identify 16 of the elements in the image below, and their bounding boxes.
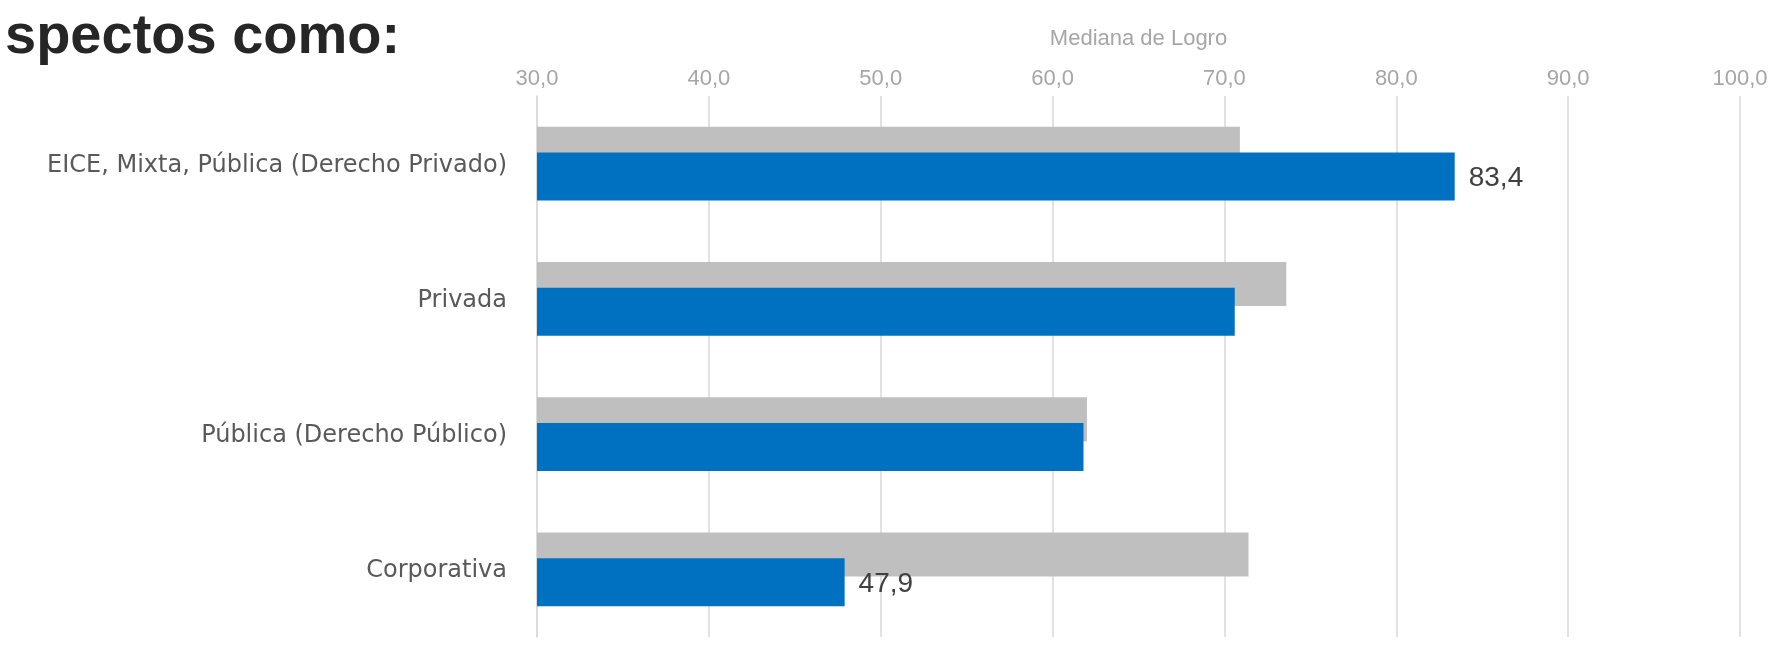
- x-tick-label: 30,0: [515, 64, 559, 90]
- data-label: 83,4: [1468, 160, 1524, 192]
- y-tick-label: Privada: [417, 284, 507, 313]
- x-tick-label: 70,0: [1203, 64, 1246, 90]
- x-tick-label: 100,0: [1712, 64, 1768, 90]
- x-tick-label: 60,0: [1031, 64, 1074, 90]
- y-tick-label: EICE, Mixta, Pública (Derecho Privado): [47, 149, 507, 178]
- y-tick-label: Corporativa: [366, 555, 507, 584]
- y-tick-label: Pública (Derecho Público): [201, 420, 507, 449]
- x-tick-label: 40,0: [687, 64, 731, 90]
- chart-title: spectos como:: [5, 1, 401, 65]
- x-tick-label: 80,0: [1374, 64, 1418, 90]
- data-label: 47,9: [858, 566, 914, 598]
- x-axis-title: Mediana de Logro: [1049, 24, 1228, 50]
- x-tick-label: 90,0: [1546, 64, 1590, 90]
- x-tick-label: 50,0: [859, 64, 903, 90]
